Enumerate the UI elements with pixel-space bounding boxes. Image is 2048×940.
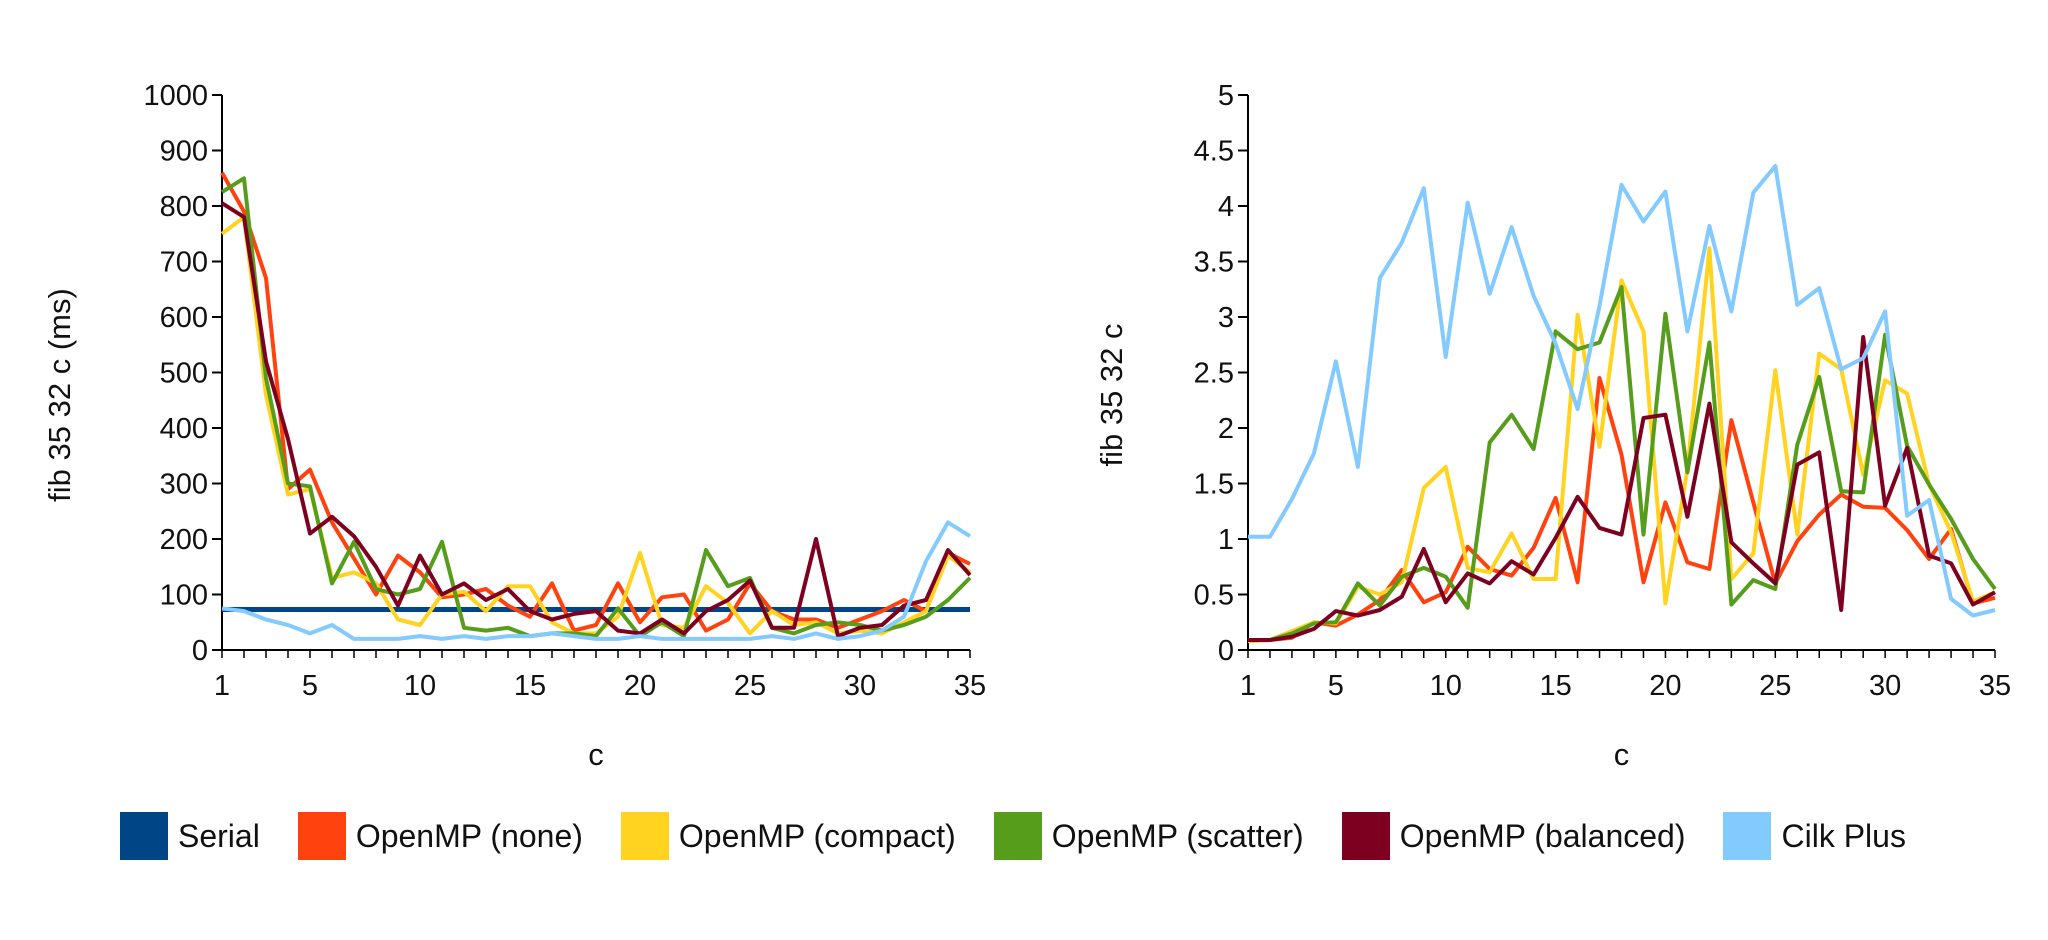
x-tick-label: 5 [1328,670,1344,702]
legend-swatch [120,812,168,860]
series-line-openmp-balanced [220,201,972,639]
y-tick-label: 1.5 [1194,469,1234,501]
legend-swatch [620,812,669,860]
y-tick-label: 800 [160,191,208,223]
x-tick-label: 5 [302,670,318,702]
legend-item-openmp-balanced: OpenMP (balanced) [1341,812,1686,860]
series-line-openmp-compact [220,215,972,636]
series-line-openmp-none [220,171,971,633]
y-tick-label: 600 [160,302,208,334]
x-tick-label: 15 [1539,670,1571,702]
y-tick-label: 100 [160,580,208,612]
legend-label: OpenMP (compact) [678,817,956,854]
legend-label: OpenMP (balanced) [1399,817,1686,854]
chart-legend: Serial OpenMP (none) OpenMP (compact) OpenM… [120,808,2020,864]
legend-item-openmp-none: OpenMP (none) [297,812,583,860]
y-tick-label: 1000 [143,80,208,112]
x-tick-label: 1 [1240,670,1256,702]
series-line-openmp-none [1247,376,1996,644]
y-tick-label: 900 [160,136,208,168]
series-line-cilk-plus [1248,164,1996,618]
x-tick-label: 10 [1430,670,1462,702]
legend-item-openmp-compact: OpenMP (compact) [620,812,956,860]
x-tick-label: 15 [514,670,546,702]
y-tick-label: 1 [1218,524,1234,556]
y-tick-label: 0 [192,635,208,667]
x-tick-label: 30 [844,670,876,702]
series-line-openmp-scatter [1248,285,1997,642]
y-tick-label: 400 [160,413,208,445]
legend-swatch [1341,812,1390,860]
y-axis-title: fib 35 32 c [1094,323,1129,466]
y-axis-title: fib 35 32 c (ms) [42,288,77,502]
x-tick-label: 35 [1979,670,2011,702]
x-tick-label: 1 [214,670,230,702]
legend-label: OpenMP (scatter) [1051,817,1304,854]
legend-label: Serial [178,817,260,854]
y-tick-label: 0.5 [1194,580,1234,612]
y-tick-label: 500 [160,358,208,390]
legend-swatch [993,812,1042,860]
x-tick-label: 25 [1759,670,1791,702]
series-line-cilk-plus [221,520,972,641]
y-tick-label: 3 [1218,302,1234,334]
y-tick-label: 3.5 [1194,247,1234,279]
series-line-openmp-balanced [1248,335,1996,642]
y-tick-label: 0 [1218,635,1234,667]
legend-label: OpenMP (none) [355,817,583,854]
x-tick-label: 25 [734,670,766,702]
y-tick-label: 2.5 [1194,358,1234,390]
x-axis-title: c [1614,737,1630,772]
x-tick-label: 20 [624,670,656,702]
legend-item-openmp-scatter: OpenMP (scatter) [993,812,1304,860]
y-tick-label: 5 [1218,80,1234,112]
legend-item-serial: Serial [120,812,260,860]
legend-item-cilk-plus: Cilk Plus [1723,812,1906,860]
y-tick-label: 700 [160,247,208,279]
y-tick-label: 4.5 [1194,136,1234,168]
y-tick-label: 300 [160,469,208,501]
y-tick-label: 200 [160,524,208,556]
legend-label: Cilk Plus [1781,817,1906,854]
x-axis-title: c [588,737,604,772]
chart-2: 00.511.522.533.544.551 5 10 15 20 25 30 35cfib … [1094,80,2011,772]
y-tick-label: 2 [1218,413,1234,445]
x-tick-label: 10 [404,670,436,702]
x-tick-label: 20 [1649,670,1681,702]
legend-swatch [297,812,346,860]
x-tick-label: 35 [954,670,986,702]
x-tick-label: 30 [1869,670,1901,702]
legend-swatch [1723,812,1772,860]
y-tick-label: 4 [1218,191,1234,223]
series-line-openmp-scatter [220,176,972,639]
